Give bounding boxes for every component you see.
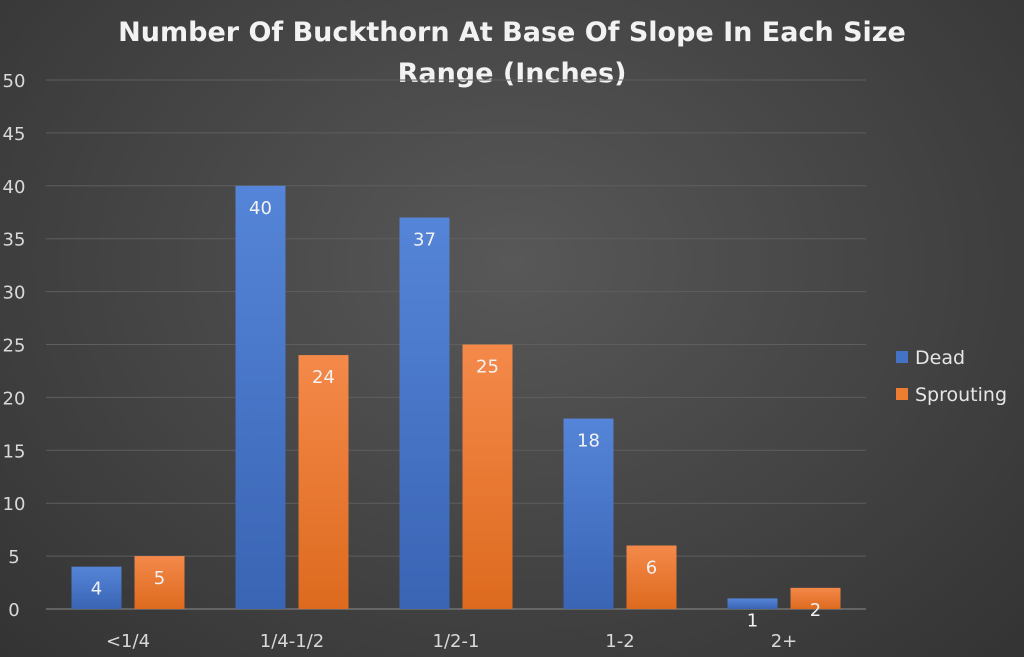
gridlines — [46, 79, 866, 610]
x-tick-label: 1-2 — [605, 631, 634, 652]
bar-dead-3 — [399, 217, 450, 610]
y-tick-label: 40 — [3, 177, 26, 198]
data-label-sprouting-1: 5 — [154, 568, 165, 589]
bar-dead-5 — [727, 598, 778, 609]
data-label-dead-5: 1 — [747, 610, 758, 631]
data-label-sprouting-4: 6 — [646, 558, 657, 579]
data-label-sprouting-3: 25 — [476, 357, 499, 378]
bar-sprouting-2 — [298, 355, 349, 609]
data-label-dead-3: 37 — [413, 230, 436, 251]
x-tick-label: <1/4 — [106, 631, 150, 652]
bar-dead-4 — [563, 418, 614, 609]
data-label-sprouting-5: 2 — [810, 600, 821, 621]
bar-sprouting-3 — [462, 344, 513, 609]
y-tick-label: 0 — [8, 600, 19, 621]
x-tick-label: 1/4-1/2 — [260, 631, 324, 652]
bar-dead-2 — [235, 185, 286, 610]
chart-title: Number Of Buckthorn At Base Of Slope In … — [118, 17, 906, 89]
bar-dead-1 — [71, 566, 122, 609]
data-label-dead-2: 40 — [249, 198, 272, 219]
y-tick-label: 35 — [3, 230, 26, 251]
data-labels: 4 5 40 24 37 25 18 6 1 2 — [91, 198, 821, 632]
x-axis-ticks: <1/4 1/4-1/2 1/2-1 1-2 2+ — [106, 631, 797, 652]
y-tick-label: 5 — [8, 547, 19, 568]
legend: Dead Sprouting — [896, 347, 1007, 406]
y-tick-label: 15 — [3, 441, 26, 462]
data-label-dead-1: 4 — [91, 579, 102, 600]
chart-title-line-1: Number Of Buckthorn At Base Of Slope In … — [118, 17, 906, 48]
data-label-dead-4: 18 — [577, 431, 600, 452]
x-tick-label: 2+ — [771, 631, 798, 652]
bar-sprouting-5 — [790, 587, 841, 609]
data-label-sprouting-2: 24 — [312, 367, 335, 388]
bar-sprouting-1 — [134, 556, 185, 609]
bar-sprouting-4 — [626, 545, 677, 609]
y-axis-ticks: 0 5 10 15 20 25 30 35 40 45 50 — [3, 71, 26, 621]
y-tick-label: 25 — [3, 336, 26, 357]
y-tick-label: 50 — [3, 71, 26, 92]
legend-swatch-sprouting — [896, 388, 908, 400]
y-tick-label: 20 — [3, 388, 26, 409]
y-tick-label: 10 — [3, 494, 26, 515]
x-tick-label: 1/2-1 — [433, 631, 480, 652]
y-tick-label: 30 — [3, 283, 26, 304]
legend-swatch-dead — [896, 351, 908, 363]
y-tick-label: 45 — [3, 124, 26, 145]
bars — [71, 185, 841, 610]
legend-label-dead: Dead — [915, 347, 965, 369]
chart-title-line-2: Range (Inches) — [398, 58, 627, 89]
legend-label-sprouting: Sprouting — [915, 384, 1007, 406]
